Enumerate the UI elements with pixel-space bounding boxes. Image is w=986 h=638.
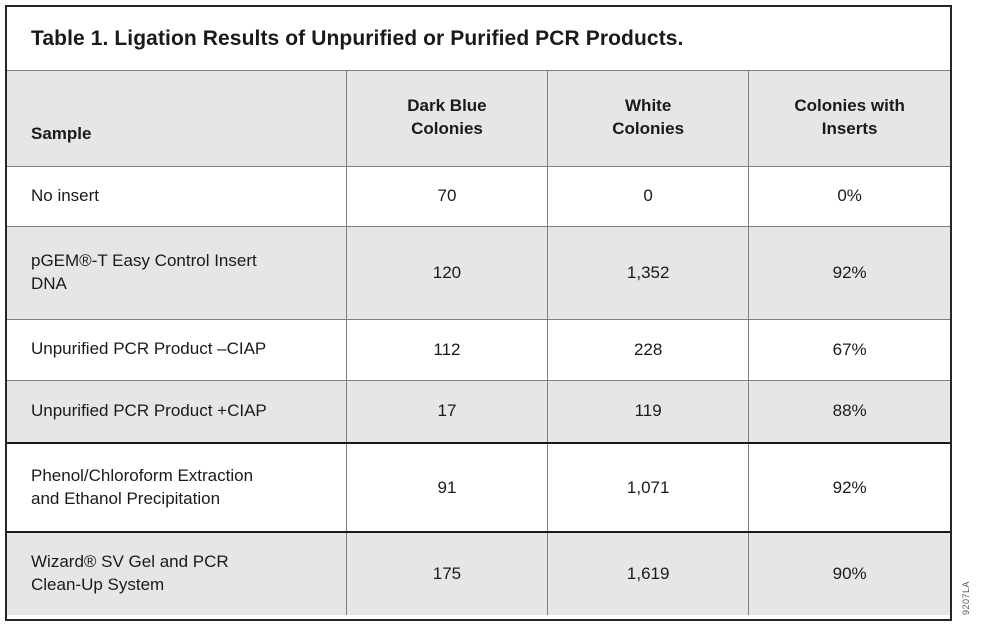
part-number-watermark: 9207LA [961, 580, 971, 616]
colonies-with-inserts-cell: 92% [748, 442, 950, 532]
white-colonies-cell: 119 [547, 379, 749, 443]
dark-blue-colonies-cell: 120 [345, 225, 548, 319]
table-row-unpurified-plus-ciap: Unpurified PCR Product +CIAP 17 119 88% [7, 379, 950, 443]
header-row: Sample Dark Blue Colonies White Colonies… [7, 71, 950, 166]
white-colonies-cell: 1,352 [547, 225, 749, 319]
dark-blue-colonies-cell: 91 [345, 442, 548, 532]
sample-cell: Phenol/Chloroform Extraction and Ethanol… [7, 442, 347, 532]
sample-cell: Wizard® SV Gel and PCR Clean-Up System [7, 531, 347, 615]
colonies-with-inserts-cell: 92% [748, 225, 950, 319]
colonies-with-inserts-cell: 88% [748, 379, 950, 443]
colonies-with-inserts-cell: 67% [748, 318, 950, 380]
white-colonies-cell: 228 [547, 318, 749, 380]
dark-blue-colonies-cell: 70 [345, 165, 548, 226]
table-row-pgem-control: pGEM®-T Easy Control Insert DNA 120 1,35… [7, 225, 950, 319]
white-colonies-cell: 0 [547, 165, 749, 226]
sample-cell: pGEM®-T Easy Control Insert DNA [7, 225, 347, 319]
col-header-colonies-with-inserts: Colonies with Inserts [748, 71, 950, 166]
dark-blue-colonies-cell: 17 [345, 379, 548, 443]
sample-cell: No insert [7, 165, 347, 226]
dark-blue-colonies-cell: 112 [345, 318, 548, 380]
ligation-results-table: Sample Dark Blue Colonies White Colonies… [7, 71, 950, 615]
colonies-with-inserts-cell: 0% [748, 165, 950, 226]
colonies-with-inserts-cell: 90% [748, 531, 950, 615]
white-colonies-cell: 1,619 [547, 531, 749, 615]
table-row-wizard-sv-gel: Wizard® SV Gel and PCR Clean-Up System 1… [7, 531, 950, 615]
sample-cell: Unpurified PCR Product –CIAP [7, 318, 347, 380]
sample-cell: Unpurified PCR Product +CIAP [7, 379, 347, 443]
table-figure-frame: Table 1. Ligation Results of Unpurified … [5, 5, 952, 621]
col-header-dark-blue-colonies: Dark Blue Colonies [345, 71, 548, 166]
col-header-white-colonies: White Colonies [547, 71, 749, 166]
col-header-sample: Sample [31, 123, 92, 143]
table-row-phenol-chloroform: Phenol/Chloroform Extraction and Ethanol… [7, 442, 950, 532]
table-title-band: Table 1. Ligation Results of Unpurified … [7, 7, 950, 71]
table-row-no-insert: No insert 70 0 0% [7, 165, 950, 226]
table-title: Table 1. Ligation Results of Unpurified … [31, 26, 684, 50]
dark-blue-colonies-cell: 175 [345, 531, 548, 615]
white-colonies-cell: 1,071 [547, 442, 749, 532]
table-row-unpurified-minus-ciap: Unpurified PCR Product –CIAP 112 228 67% [7, 318, 950, 380]
